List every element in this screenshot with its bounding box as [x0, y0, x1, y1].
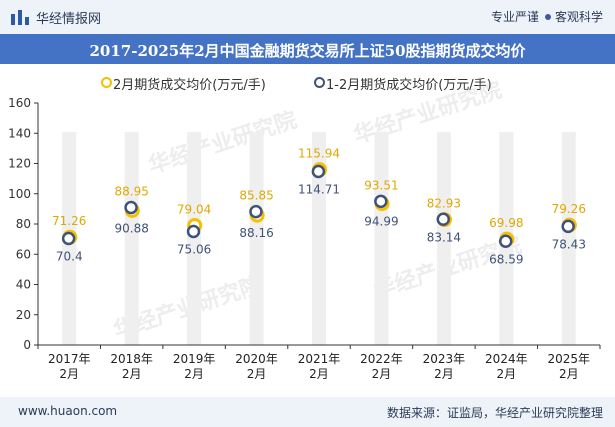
column-band — [436, 132, 451, 345]
x-tick-label: 2021年 — [298, 352, 341, 366]
y-tick-label: 40 — [16, 278, 31, 292]
column-band — [187, 132, 202, 345]
separator-dot-icon — [544, 14, 551, 20]
series-2-point — [436, 212, 451, 227]
x-tick-label: 2017年 — [48, 352, 91, 366]
series-1-data-label: 88.95 — [114, 185, 148, 199]
footer-bar — [0, 397, 615, 427]
x-tick-label: 2月 — [559, 367, 579, 381]
x-tick-label: 2023年 — [423, 352, 466, 366]
series-1-data-label: 85.85 — [239, 189, 273, 203]
bar-chart-logo-icon — [11, 10, 29, 25]
x-tick-label: 2019年 — [173, 352, 216, 366]
y-tick-label: 100 — [8, 187, 31, 201]
column-band — [312, 132, 326, 345]
x-tick-label: 2月 — [309, 367, 329, 381]
series-2-data-label: 78.43 — [552, 237, 586, 251]
series-1-data-label: 115.94 — [298, 147, 340, 161]
x-tick-label: 2月 — [497, 367, 517, 381]
chart-legend: 2月期货成交均价(万元/手) 1-2月期货成交均价(万元/手) — [0, 72, 615, 93]
series-2-data-label: 94.99 — [364, 215, 398, 229]
tagline: 专业严谨 客观科学 — [491, 8, 603, 25]
series-2-point — [561, 219, 575, 234]
legend-marker-series-1 — [101, 77, 112, 88]
series-1-data-label: 79.26 — [552, 202, 586, 216]
y-tick-label: 0 — [23, 338, 31, 352]
series-2-data-label: 83.14 — [427, 231, 461, 245]
tag-professional: 专业严谨 — [490, 10, 539, 24]
brand-name: 华经情报网 — [36, 12, 102, 27]
legend-label-series-1: 2月期货成交均价(万元/手) — [113, 78, 266, 93]
series-1-data-label: 69.98 — [489, 216, 523, 230]
series-2-point — [186, 224, 201, 239]
series-2-data-label: 68.59 — [489, 252, 523, 266]
tag-objective: 客观科学 — [554, 10, 603, 24]
series-2-data-label: 114.71 — [298, 183, 340, 197]
x-tick-label: 2月 — [372, 367, 392, 381]
column-band — [124, 132, 139, 345]
x-tick-label: 2月 — [434, 367, 454, 381]
y-tick-label: 160 — [8, 96, 31, 110]
y-tick-label: 140 — [8, 126, 31, 140]
x-tick-label: 2月 — [247, 367, 267, 381]
series-2-data-label: 90.88 — [114, 221, 148, 235]
series-2-point — [498, 234, 513, 249]
series-2-data-label: 88.16 — [239, 226, 273, 240]
x-tick-label: 2020年 — [235, 352, 278, 366]
series-1-data-label: 93.51 — [364, 178, 398, 192]
series-2-point — [249, 204, 263, 219]
y-tick-label: 80 — [16, 217, 31, 231]
y-tick-label: 60 — [16, 247, 31, 261]
series-1-data-label: 79.04 — [177, 202, 211, 216]
y-tick-label: 20 — [16, 308, 31, 322]
series-2-data-label: 75.06 — [177, 242, 211, 256]
x-tick-label: 2022年 — [360, 352, 403, 366]
top-bar: 华经情报网 专业严谨 客观科学 — [0, 0, 615, 34]
x-tick-label: 2月 — [184, 367, 204, 381]
series-2-point — [124, 200, 138, 215]
column-band — [374, 132, 389, 345]
x-tick-label: 2月 — [122, 367, 142, 381]
legend-label-series-2: 1-2月期货成交均价(万元/手) — [326, 78, 492, 93]
series-1-data-label: 71.26 — [52, 214, 86, 228]
series-2-point — [311, 164, 326, 179]
x-tick-label: 2025年 — [548, 352, 591, 366]
series-2-point — [374, 194, 388, 209]
series-2-point — [61, 231, 76, 246]
column-band — [249, 132, 264, 345]
x-tick-label: 2024年 — [485, 352, 528, 366]
series-2-data-label: 70.4 — [56, 250, 83, 264]
x-tick-label: 2018年 — [110, 352, 153, 366]
column-band — [561, 132, 576, 345]
chart-title: 2017-2025年2月中国金融期货交易所上证50股指期货成交均价 — [89, 42, 526, 60]
footer-source: 数据来源：证监局，华经产业研究院整理 — [386, 406, 603, 420]
footer-site: www.huaon.com — [18, 404, 118, 418]
series-1-data-label: 82.93 — [427, 196, 461, 210]
title-bar — [0, 34, 615, 64]
legend-marker-series-2 — [314, 77, 325, 88]
x-tick-label: 2月 — [59, 367, 79, 381]
y-tick-label: 120 — [8, 157, 31, 171]
